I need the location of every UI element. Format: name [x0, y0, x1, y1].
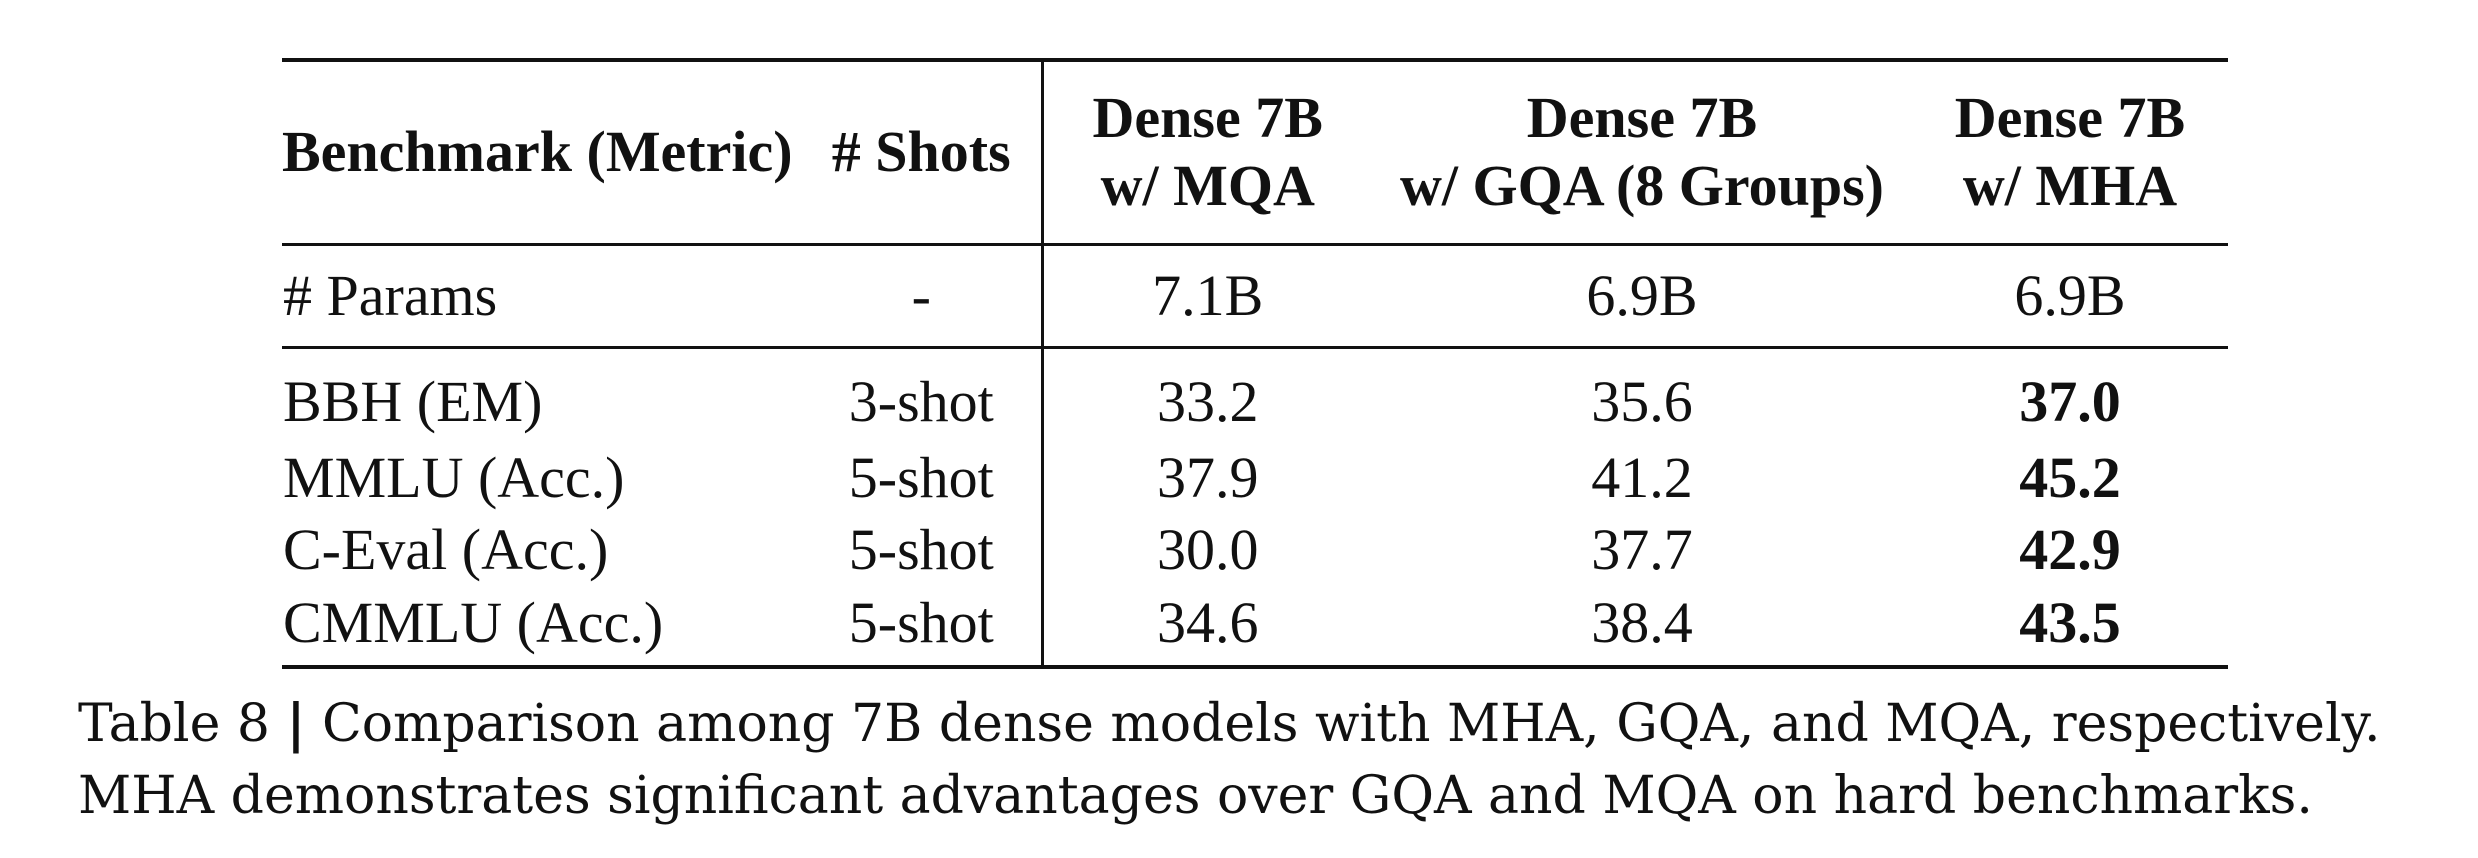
- row-mha-value: 45.2: [2019, 444, 2121, 510]
- row-mha-value: 43.5: [1912, 585, 2228, 669]
- row-gqa-value: 37.7: [1591, 516, 1693, 582]
- params-mqa: 7.1B: [1042, 244, 1372, 349]
- row-benchmark: BBH (EM): [283, 368, 543, 434]
- row-shots: 5-shot: [802, 441, 1044, 514]
- row-mqa-value: 34.6: [1042, 585, 1372, 669]
- comparison-table: Benchmark (Metric) # Shots Dense 7B w/ M…: [282, 57, 2228, 669]
- row-shots: 5-shot: [802, 585, 1044, 669]
- header-gqa: Dense 7B w/ GQA (8 Groups): [1372, 57, 1912, 246]
- caption-text: Comparison among 7B dense models with MH…: [78, 694, 2381, 826]
- row-gqa-value: 41.2: [1591, 444, 1693, 510]
- header-mha-line1: Dense 7B: [1954, 85, 2186, 150]
- header-gqa-line1: Dense 7B: [1526, 85, 1758, 150]
- header-gqa-line2: w/ GQA (8 Groups): [1400, 153, 1884, 219]
- header-benchmark: Benchmark (Metric): [282, 57, 802, 246]
- header-mqa-line2: w/ MQA: [1100, 153, 1315, 219]
- header-shots: # Shots: [802, 57, 1044, 246]
- row-mqa-value: 37.9: [1157, 444, 1259, 510]
- params-label: # Params: [282, 244, 802, 349]
- caption-label: Table 8: [78, 694, 270, 754]
- header-row: Benchmark (Metric) # Shots Dense 7B w/ M…: [282, 57, 2228, 246]
- row-mha-value: 37.0: [2019, 368, 2121, 434]
- row-mha-value: 42.9: [2019, 516, 2121, 582]
- row-shots: 3-shot: [802, 347, 1044, 442]
- caption-separator: |: [286, 693, 306, 754]
- row-shots: 5-shot: [802, 513, 1044, 586]
- table-row: CMMLU (Acc.) 5-shot 34.6 38.4 43.5: [282, 585, 2228, 669]
- row-mqa-value: 30.0: [1157, 516, 1259, 582]
- header-mha: Dense 7B w/ MHA: [1912, 57, 2228, 246]
- params-shots: -: [802, 244, 1044, 349]
- params-mha: 6.9B: [1912, 244, 2228, 349]
- header-mha-line2: w/ MHA: [1962, 153, 2178, 219]
- comparison-table-container: Benchmark (Metric) # Shots Dense 7B w/ M…: [282, 57, 2228, 669]
- table-row: C-Eval (Acc.) 5-shot 30.0 37.7 42.9: [282, 513, 2228, 586]
- header-mqa: Dense 7B w/ MQA: [1042, 57, 1372, 246]
- row-benchmark: C-Eval (Acc.): [283, 516, 609, 582]
- table-row: BBH (EM) 3-shot 33.2 35.6 37.0: [282, 347, 2228, 442]
- row-gqa-value: 35.6: [1591, 368, 1693, 434]
- header-mqa-line1: Dense 7B: [1092, 85, 1323, 150]
- row-benchmark: MMLU (Acc.): [283, 444, 625, 510]
- row-mqa-value: 33.2: [1157, 368, 1259, 434]
- row-benchmark: CMMLU (Acc.): [282, 585, 802, 669]
- row-gqa-value: 38.4: [1372, 585, 1912, 669]
- table-caption: Table 8 | Comparison among 7B dense mode…: [78, 688, 2458, 832]
- params-gqa: 6.9B: [1372, 244, 1912, 349]
- table-row: MMLU (Acc.) 5-shot 37.9 41.2 45.2: [282, 441, 2228, 514]
- params-row: # Params - 7.1B 6.9B 6.9B: [282, 244, 2228, 349]
